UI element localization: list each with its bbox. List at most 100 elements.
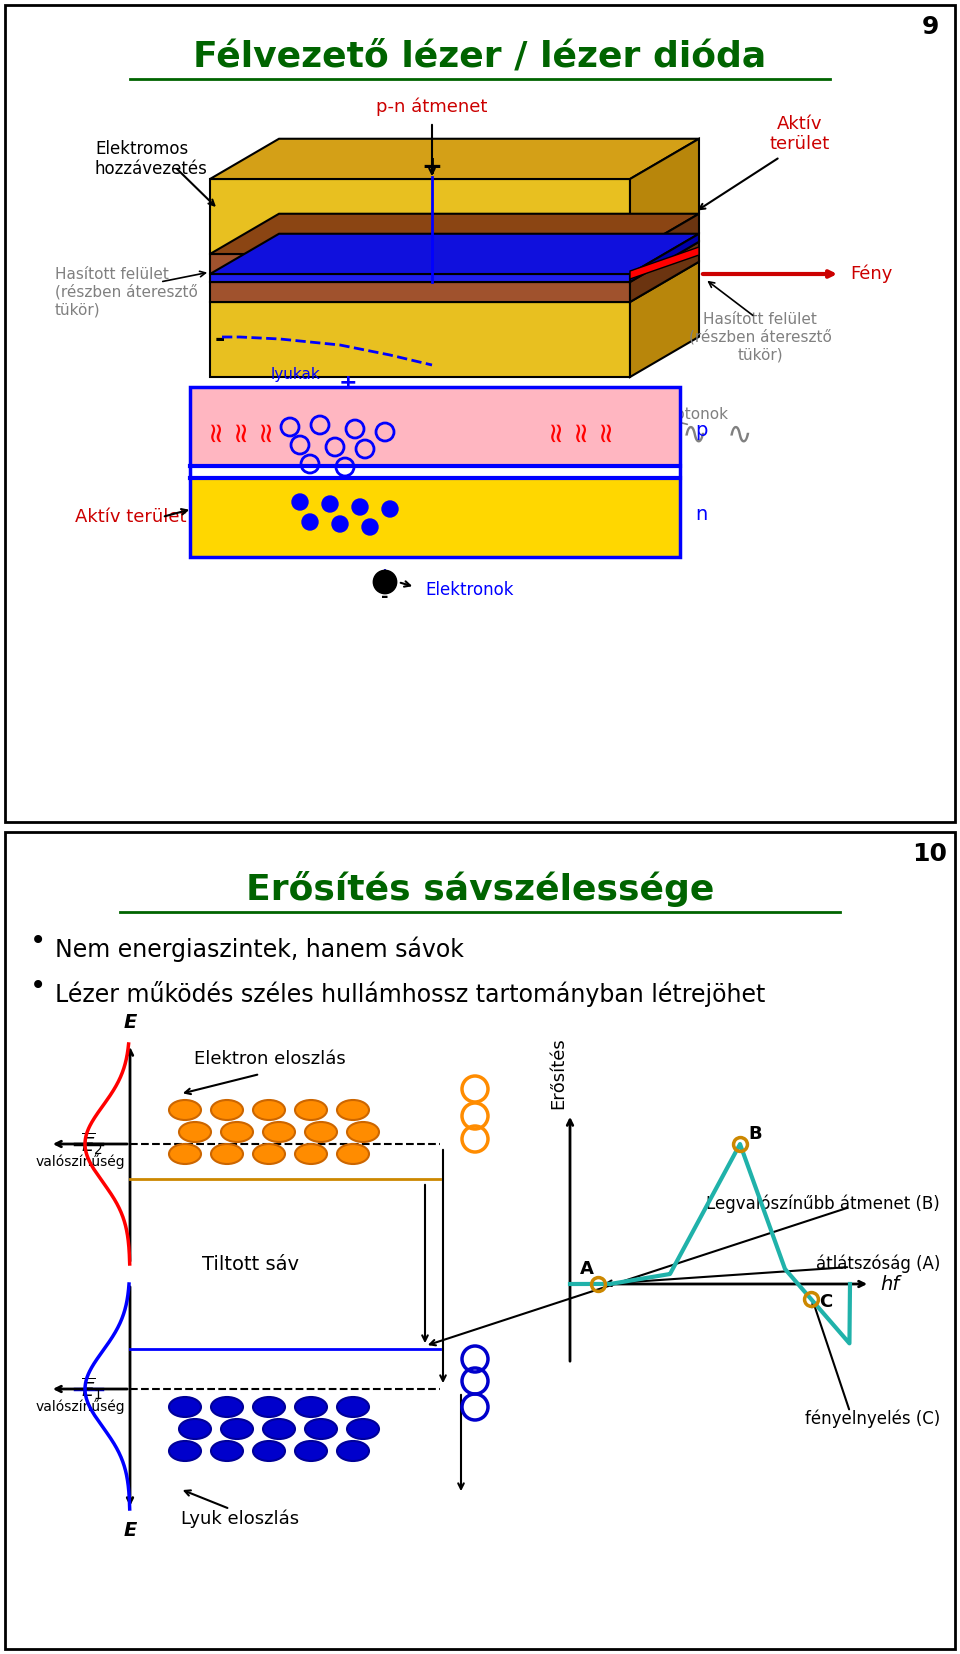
Ellipse shape	[295, 1441, 327, 1460]
Text: p-n átmenet: p-n átmenet	[376, 98, 488, 116]
Text: n: n	[695, 506, 708, 524]
Text: Erősítés sávszélessége: Erősítés sávszélessége	[246, 872, 714, 906]
Ellipse shape	[211, 1441, 243, 1460]
Ellipse shape	[169, 1441, 201, 1460]
Polygon shape	[210, 139, 699, 179]
Text: A: A	[580, 1260, 594, 1279]
Ellipse shape	[179, 1121, 211, 1141]
Text: ≈: ≈	[591, 418, 619, 442]
Text: hf: hf	[880, 1275, 900, 1293]
Polygon shape	[210, 255, 630, 275]
Bar	[190, 471, 680, 557]
Ellipse shape	[337, 1145, 369, 1164]
Text: 9: 9	[922, 15, 939, 40]
Text: Félvezető lézer / lézer dióda: Félvezető lézer / lézer dióda	[193, 40, 767, 74]
Text: Hasított felület
(részben áteresztő
tükör): Hasított felület (részben áteresztő tükö…	[688, 313, 831, 362]
Polygon shape	[210, 281, 630, 303]
Ellipse shape	[263, 1419, 295, 1439]
Circle shape	[374, 571, 396, 594]
Polygon shape	[210, 275, 630, 281]
Ellipse shape	[221, 1121, 253, 1141]
Circle shape	[352, 500, 368, 514]
Text: C: C	[819, 1293, 832, 1312]
Text: Elektromos
hozzávezetés: Elektromos hozzávezetés	[95, 139, 208, 179]
Polygon shape	[630, 233, 699, 281]
Circle shape	[362, 519, 378, 534]
Ellipse shape	[337, 1398, 369, 1417]
Text: p: p	[695, 420, 708, 440]
Text: ≈: ≈	[226, 418, 254, 442]
Ellipse shape	[347, 1121, 379, 1141]
Polygon shape	[630, 139, 699, 255]
Ellipse shape	[253, 1398, 285, 1417]
Polygon shape	[210, 179, 630, 255]
Text: ∿: ∿	[642, 420, 668, 450]
Ellipse shape	[211, 1100, 243, 1120]
Bar	[190, 387, 680, 557]
Text: $\overline{E}_2$: $\overline{E}_2$	[81, 1131, 103, 1158]
Ellipse shape	[253, 1441, 285, 1460]
Ellipse shape	[295, 1145, 327, 1164]
Text: ≈: ≈	[251, 418, 279, 442]
Text: ∿: ∿	[728, 420, 753, 450]
Polygon shape	[630, 241, 699, 303]
Ellipse shape	[169, 1100, 201, 1120]
Ellipse shape	[169, 1145, 201, 1164]
Text: fényelnyelés (C): fényelnyelés (C)	[804, 1409, 940, 1429]
Ellipse shape	[295, 1398, 327, 1417]
Ellipse shape	[221, 1419, 253, 1439]
Text: Elektron eloszlás: Elektron eloszlás	[194, 1050, 346, 1068]
Text: +: +	[421, 155, 443, 179]
Polygon shape	[630, 213, 699, 275]
Text: ∿: ∿	[683, 420, 708, 450]
Text: Hasított felület
(részben áteresztő
tükör): Hasított felület (részben áteresztő tükö…	[55, 266, 198, 318]
Ellipse shape	[179, 1419, 211, 1439]
Text: •: •	[30, 926, 46, 954]
Ellipse shape	[169, 1398, 201, 1417]
Text: E: E	[123, 1522, 136, 1540]
Ellipse shape	[211, 1398, 243, 1417]
Text: ≈: ≈	[541, 418, 569, 442]
Text: átlátszóság (A): átlátszóság (A)	[816, 1255, 940, 1274]
Circle shape	[382, 501, 398, 518]
Ellipse shape	[211, 1145, 243, 1164]
Ellipse shape	[337, 1100, 369, 1120]
Bar	[190, 387, 680, 471]
Polygon shape	[630, 261, 699, 377]
Ellipse shape	[263, 1121, 295, 1141]
Polygon shape	[210, 213, 699, 255]
Text: 10: 10	[913, 842, 948, 867]
Polygon shape	[210, 241, 699, 281]
Circle shape	[322, 496, 338, 513]
Ellipse shape	[337, 1441, 369, 1460]
Bar	[190, 466, 680, 478]
Circle shape	[302, 514, 318, 529]
Text: Legvalószínűbb átmenet (B): Legvalószínűbb átmenet (B)	[707, 1194, 940, 1214]
Polygon shape	[210, 233, 699, 275]
Ellipse shape	[295, 1100, 327, 1120]
Polygon shape	[630, 246, 699, 280]
Text: Lézer működés széles hullámhossz tartományban létrejöhet: Lézer működés széles hullámhossz tartomá…	[55, 981, 765, 1007]
Text: Aktív terület: Aktív terület	[75, 508, 186, 526]
Polygon shape	[210, 303, 630, 377]
Text: -: -	[381, 589, 389, 605]
Text: valószínűség: valószínűség	[36, 1154, 125, 1169]
Text: E: E	[123, 1012, 136, 1032]
Polygon shape	[210, 261, 699, 303]
Text: $\overline{E}_1$: $\overline{E}_1$	[81, 1376, 103, 1403]
Text: Tiltott sáv: Tiltott sáv	[202, 1254, 299, 1274]
Text: •: •	[30, 973, 46, 1001]
Ellipse shape	[305, 1121, 337, 1141]
Ellipse shape	[253, 1145, 285, 1164]
Text: lyukak: lyukak	[270, 367, 320, 382]
Text: +: +	[339, 374, 357, 394]
Circle shape	[292, 495, 308, 509]
Text: ≈: ≈	[201, 418, 229, 442]
Text: -: -	[215, 327, 226, 351]
Ellipse shape	[253, 1100, 285, 1120]
Text: Elektronok: Elektronok	[425, 581, 514, 599]
Text: valószínűség: valószínűség	[36, 1399, 125, 1414]
Text: Lyuk eloszlás: Lyuk eloszlás	[180, 1510, 300, 1528]
Ellipse shape	[305, 1419, 337, 1439]
Text: Fény: Fény	[850, 265, 893, 283]
